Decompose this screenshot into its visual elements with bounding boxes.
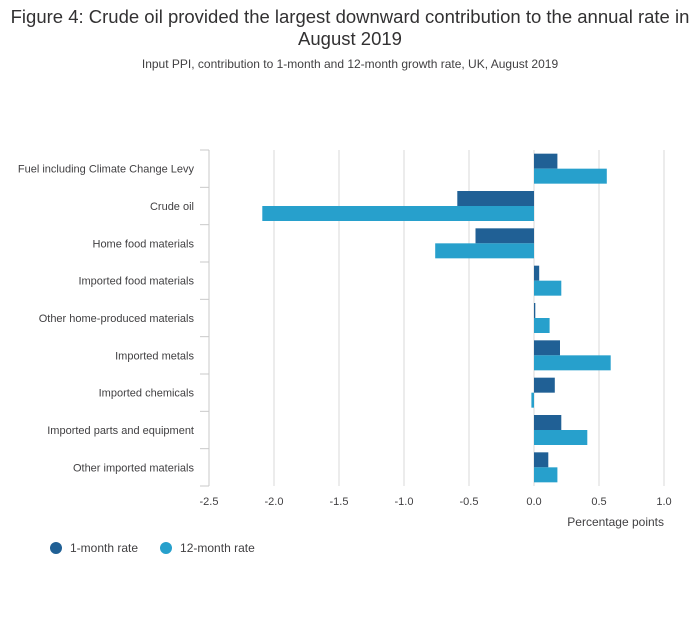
category-label: Other home-produced materials (39, 313, 195, 325)
legend-item-1-month: 1-month rate (50, 541, 138, 555)
legend-item-12-month: 12-month rate (160, 541, 255, 555)
bar-chart: Fuel including Climate Change Levy Crude … (18, 149, 672, 529)
legend-label-12-month: 12-month rate (180, 541, 255, 555)
bar-1-month (534, 415, 562, 430)
bar-12-month (262, 206, 534, 221)
bar-12-month (435, 243, 534, 259)
bar-12-month (534, 318, 550, 333)
x-tick-label: -1.0 (395, 496, 414, 508)
category-label: Crude oil (150, 201, 194, 213)
category-label: Imported parts and equipment (47, 425, 194, 437)
chart-subtitle: Input PPI, contribution to 1-month and 1… (141, 57, 559, 71)
category-label: Imported chemicals (99, 388, 195, 400)
x-tick-label: 1.0 (656, 496, 671, 508)
bar-12-month (534, 280, 562, 296)
x-tick-label: -2.5 (200, 496, 219, 508)
bar-1-month (534, 377, 555, 393)
x-tick-label: 0.0 (526, 496, 541, 508)
legend-swatch-12-month (160, 542, 173, 554)
bar-1-month (475, 228, 534, 244)
bar-1-month (534, 153, 558, 169)
x-tick-label: -2.0 (265, 496, 284, 508)
x-tick-label: 0.5 (591, 496, 606, 508)
bar-1-month (534, 303, 536, 318)
legend-swatch-1-month (50, 542, 62, 554)
x-tick-label: -0.5 (460, 496, 479, 508)
category-label: Imported food materials (78, 276, 194, 288)
category-label: Fuel including Climate Change Levy (18, 164, 195, 176)
legend-label-1-month: 1-month rate (70, 541, 139, 555)
bar-12-month (534, 430, 588, 445)
bar-1-month (534, 452, 549, 468)
chart-legend: 1-month rate 12-month rate (50, 541, 277, 555)
bar-1-month (457, 191, 534, 206)
chart-title: Figure 4: Crude oil provided the largest… (10, 6, 690, 49)
bar-12-month (534, 467, 558, 483)
category-label: Other imported materials (73, 462, 195, 474)
category-label: Imported metals (115, 350, 194, 362)
bar-12-month (531, 392, 534, 408)
bar-1-month (534, 265, 540, 281)
bar-12-month (534, 168, 607, 184)
x-tick-label: -1.5 (330, 496, 349, 508)
category-label: Home food materials (93, 238, 195, 250)
bar-12-month (534, 355, 611, 371)
x-axis-title: Percentage points (567, 515, 664, 529)
bar-1-month (534, 340, 560, 356)
